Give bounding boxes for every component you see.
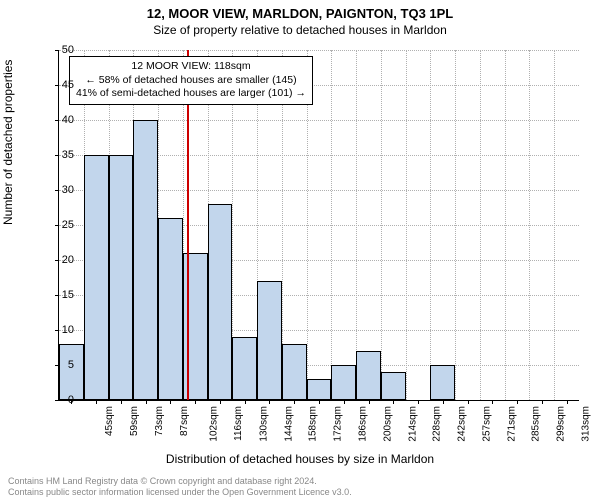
xtick-label: 116sqm (233, 406, 244, 441)
footer-line2: Contains public sector information licen… (8, 487, 352, 498)
xtick-label: 200sqm (382, 406, 393, 442)
ytick-label: 5 (44, 359, 74, 371)
xtick-mark (245, 400, 246, 404)
ytick-label: 35 (44, 149, 74, 161)
histogram-bar (84, 155, 109, 400)
xtick-mark (443, 400, 444, 404)
histogram-bar (208, 204, 233, 400)
histogram-bar (282, 344, 307, 400)
ytick-label: 15 (44, 289, 74, 301)
ytick-label: 45 (44, 79, 74, 91)
gridline-h (59, 50, 579, 51)
xtick-mark (567, 400, 568, 404)
xtick-mark (170, 400, 171, 404)
xtick-label: 186sqm (358, 406, 369, 442)
ytick-label: 50 (44, 44, 74, 56)
ytick-label: 10 (44, 324, 74, 336)
footer-attribution: Contains HM Land Registry data © Crown c… (8, 476, 352, 498)
xtick-label: 73sqm (154, 406, 165, 436)
gridline-v (430, 50, 431, 400)
xtick-mark (220, 400, 221, 404)
histogram-bar (257, 281, 282, 400)
xtick-mark (269, 400, 270, 404)
gridline-v (381, 50, 382, 400)
histogram-bar (307, 379, 332, 400)
ytick-label: 25 (44, 219, 74, 231)
xtick-label: 130sqm (259, 406, 270, 442)
xtick-mark (393, 400, 394, 404)
histogram-bar (59, 344, 84, 400)
xtick-label: 214sqm (407, 406, 418, 442)
gridline-v (554, 50, 555, 400)
xtick-mark (369, 400, 370, 404)
footer-line1: Contains HM Land Registry data © Crown c… (8, 476, 352, 487)
title-main: 12, MOOR VIEW, MARLDON, PAIGNTON, TQ3 1P… (0, 0, 600, 21)
histogram-bar (331, 365, 356, 400)
gridline-v (455, 50, 456, 400)
ytick-label: 20 (44, 254, 74, 266)
xtick-label: 313sqm (580, 406, 591, 442)
histogram-bar (381, 372, 406, 400)
xtick-mark (195, 400, 196, 404)
histogram-bar (109, 155, 134, 400)
xtick-label: 87sqm (179, 406, 190, 436)
ytick-label: 30 (44, 184, 74, 196)
xtick-mark (319, 400, 320, 404)
xtick-label: 172sqm (333, 406, 344, 442)
gridline-v (505, 50, 506, 400)
annotation-box: 12 MOOR VIEW: 118sqm ← 58% of detached h… (69, 56, 313, 105)
xtick-label: 158sqm (308, 406, 319, 442)
histogram-plot: 12 MOOR VIEW: 118sqm ← 58% of detached h… (58, 50, 579, 401)
y-axis-label: Number of detached properties (1, 60, 15, 225)
annotation-line1: 12 MOOR VIEW: 118sqm (76, 60, 306, 74)
xtick-label: 242sqm (457, 406, 468, 442)
ytick-label: 0 (44, 394, 74, 406)
xtick-label: 285sqm (531, 406, 542, 442)
xtick-mark (96, 400, 97, 404)
xtick-label: 257sqm (481, 406, 492, 442)
xtick-mark (468, 400, 469, 404)
histogram-bar (158, 218, 183, 400)
xtick-mark (146, 400, 147, 404)
xtick-mark (121, 400, 122, 404)
annotation-line3: 41% of semi-detached houses are larger (… (76, 87, 306, 101)
xtick-mark (344, 400, 345, 404)
xtick-label: 102sqm (209, 406, 220, 442)
xtick-mark (517, 400, 518, 404)
xtick-label: 299sqm (556, 406, 567, 442)
xtick-mark (492, 400, 493, 404)
gridline-v (331, 50, 332, 400)
gridline-v (356, 50, 357, 400)
histogram-bar (232, 337, 257, 400)
gridline-v (406, 50, 407, 400)
x-axis-label: Distribution of detached houses by size … (0, 452, 600, 466)
annotation-line2: ← 58% of detached houses are smaller (14… (76, 74, 306, 88)
gridline-v (480, 50, 481, 400)
xtick-mark (294, 400, 295, 404)
title-sub: Size of property relative to detached ho… (0, 21, 600, 37)
histogram-bar (133, 120, 158, 400)
xtick-label: 144sqm (283, 406, 294, 442)
xtick-label: 59sqm (129, 406, 140, 436)
ytick-label: 40 (44, 114, 74, 126)
xtick-mark (418, 400, 419, 404)
xtick-label: 45sqm (104, 406, 115, 436)
xtick-label: 228sqm (432, 406, 443, 442)
histogram-bar (430, 365, 455, 400)
xtick-label: 271sqm (506, 406, 517, 442)
xtick-mark (542, 400, 543, 404)
gridline-v (529, 50, 530, 400)
histogram-bar (356, 351, 381, 400)
